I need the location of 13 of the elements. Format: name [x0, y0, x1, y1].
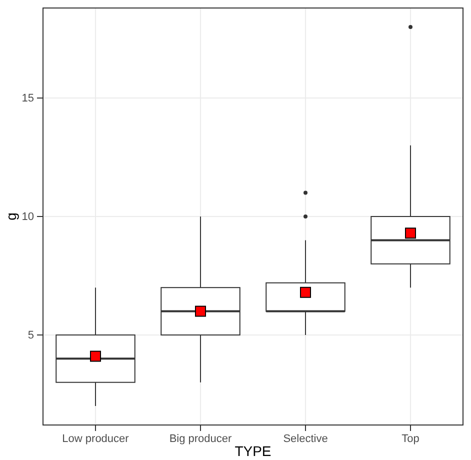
- y-tick-label: 5: [28, 329, 34, 342]
- y-tick-label: 10: [22, 211, 34, 224]
- point: [195, 306, 206, 317]
- point: [405, 228, 416, 239]
- y-tick-label: 15: [22, 92, 34, 105]
- y-axis-title: g: [3, 212, 19, 220]
- x-tick-label: Top: [402, 432, 420, 445]
- x-tick-label: Low producer: [62, 432, 130, 445]
- x-tick-label: Selective: [283, 432, 328, 445]
- x-axis-title: TYPE: [234, 443, 272, 459]
- point: [300, 286, 311, 298]
- point: [90, 350, 101, 362]
- x-tick-label: Big producer: [169, 432, 232, 445]
